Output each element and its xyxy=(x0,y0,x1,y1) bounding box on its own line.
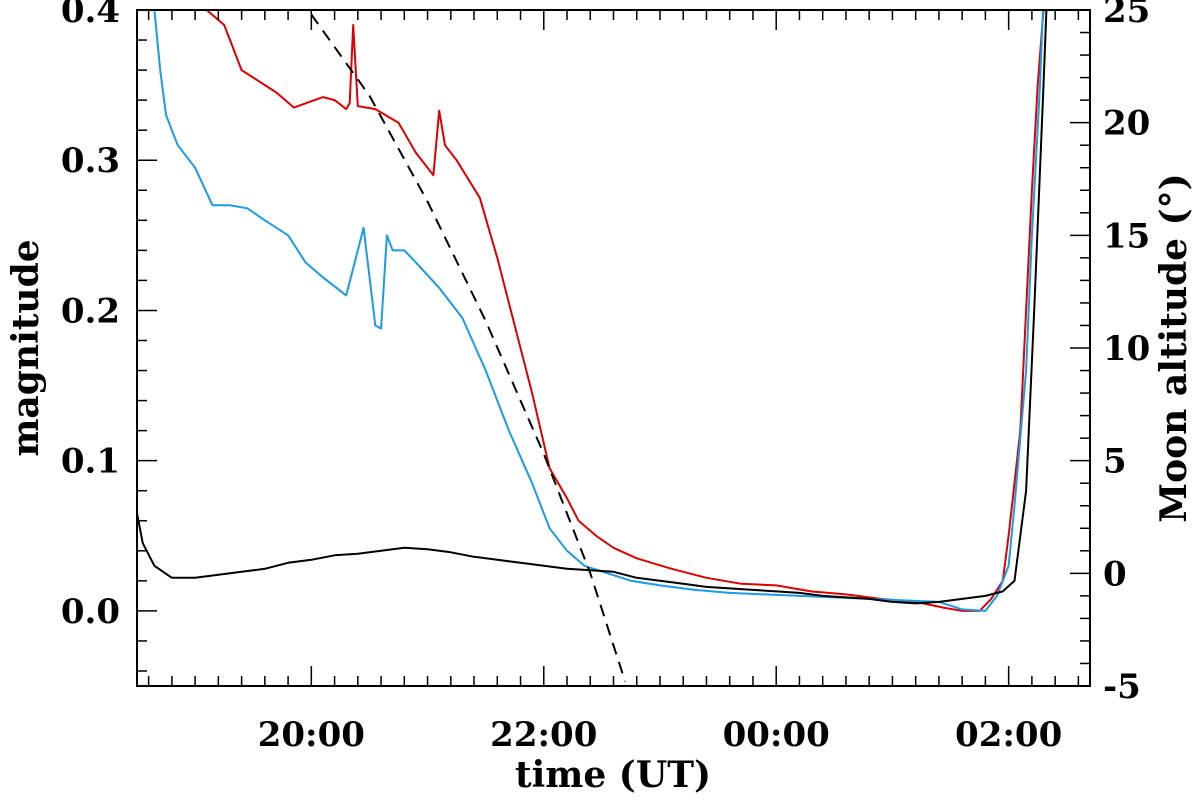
tick-labels: 20:00 22:00 00:00 02:00 0.0 0.1 0.2 0.3 0.4 -5 0 5 1… xyxy=(61,0,1150,755)
ticks-layer xyxy=(137,9,1090,687)
y-tick-label: 0.3 xyxy=(61,141,120,181)
x-tick-label: 22:00 xyxy=(490,715,597,755)
series-layer xyxy=(137,10,1048,682)
y-tick-label: 0.1 xyxy=(61,442,120,482)
y2-tick-label: 25 xyxy=(1103,0,1150,31)
x-tick-label: 00:00 xyxy=(723,715,830,755)
y2-tick-label: 5 xyxy=(1103,442,1127,482)
y-tick-label: 0.0 xyxy=(61,592,120,632)
y-tick-label: 0.4 xyxy=(61,0,120,31)
plot-frame xyxy=(136,9,1091,687)
y-axis-title: magnitude xyxy=(5,239,47,456)
x-tick-label: 20:00 xyxy=(258,715,365,755)
x-tick-label: 02:00 xyxy=(955,715,1062,755)
y2-tick-label: 15 xyxy=(1103,216,1150,256)
x-axis-title: time (UT) xyxy=(515,754,711,796)
y2-tick-label: -5 xyxy=(1103,667,1141,707)
moon-altitude-line xyxy=(304,10,627,682)
y-tick-label: 0.2 xyxy=(61,291,120,331)
y2-tick-label: 20 xyxy=(1103,104,1150,144)
magnitude-series-line-1 xyxy=(153,10,1044,612)
y2-tick-label: 10 xyxy=(1103,329,1150,369)
magnitude-series-line-0 xyxy=(206,10,1045,612)
y2-axis-title: Moon altitude (°) xyxy=(1153,173,1195,522)
y2-tick-label: 0 xyxy=(1103,554,1127,594)
magnitude-series-line-2 xyxy=(137,10,1048,605)
